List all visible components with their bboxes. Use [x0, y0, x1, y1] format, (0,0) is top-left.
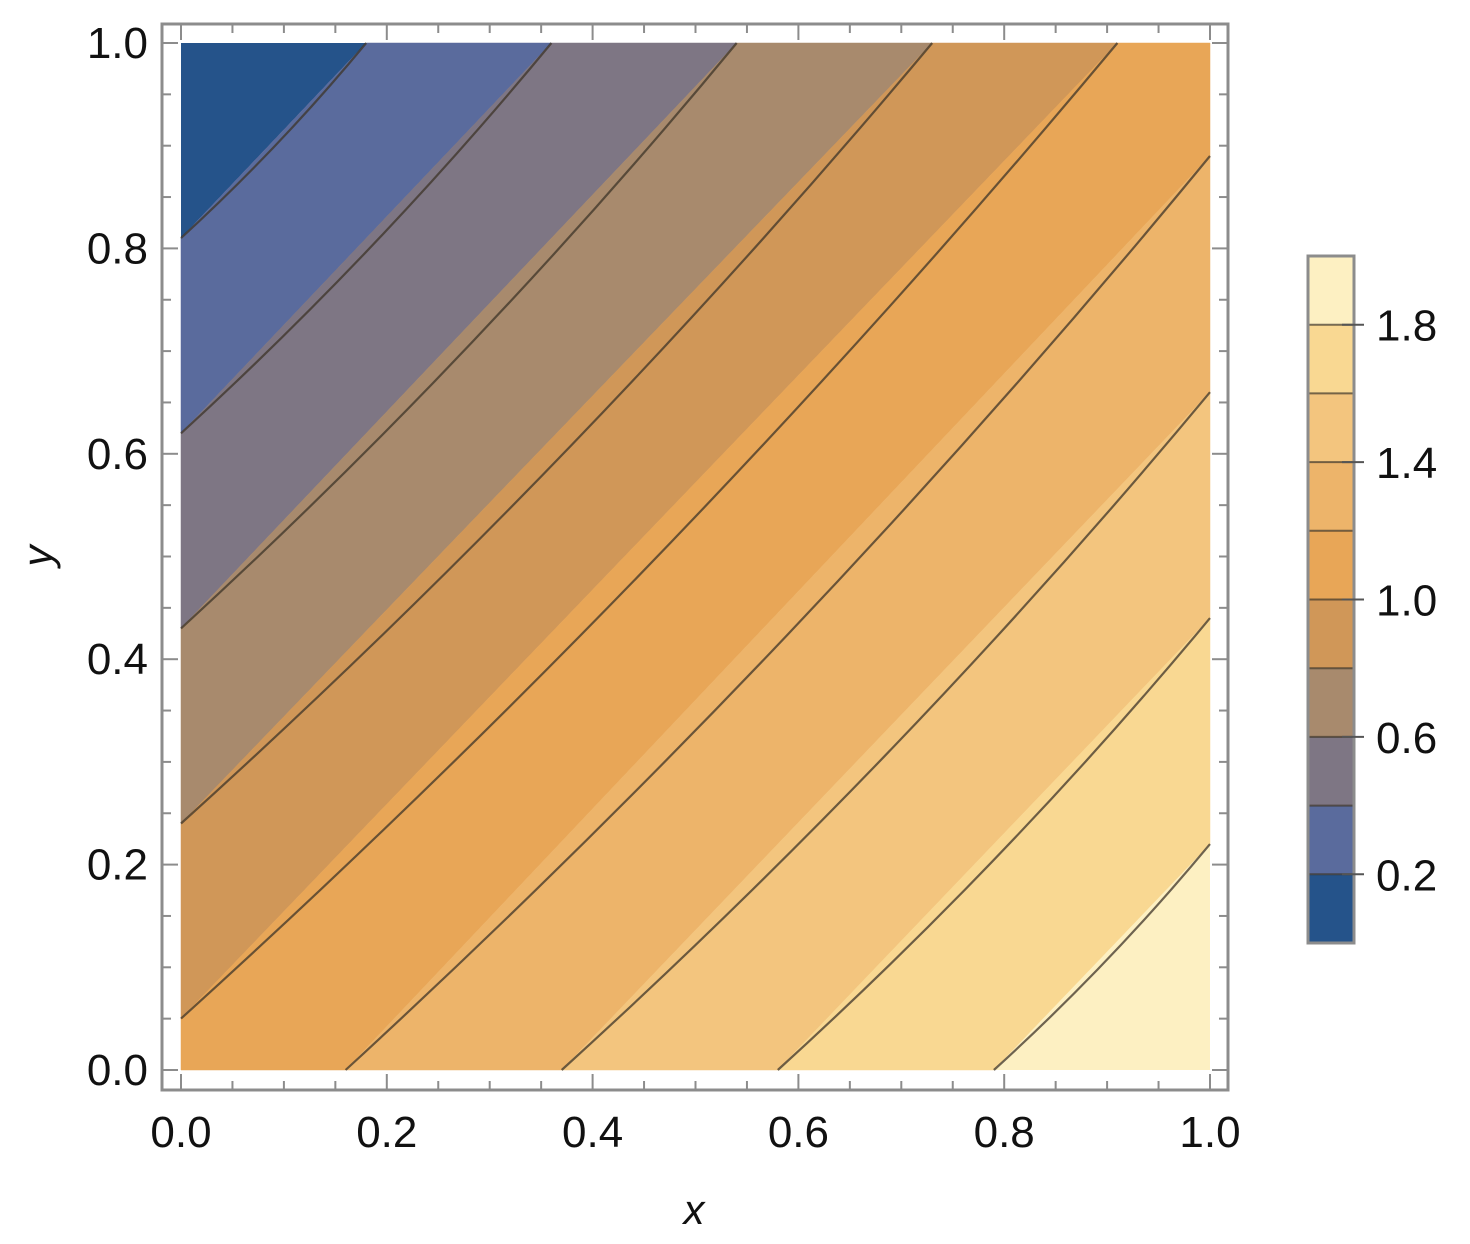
legend-swatch	[1308, 599, 1354, 669]
y-tick-label: 0.0	[87, 1046, 148, 1095]
contour-lines	[180, 42, 1211, 1071]
x-tick-label: 0.2	[356, 1108, 417, 1157]
contour-line	[180, 42, 553, 435]
legend-swatch	[1308, 324, 1354, 394]
contour-line	[777, 617, 1211, 1071]
contour-line	[180, 42, 368, 239]
legend-swatch	[1308, 874, 1354, 943]
y-tick-label: 0.6	[87, 430, 148, 479]
contour-line	[180, 42, 934, 825]
contour-line	[560, 391, 1211, 1071]
legend-swatch	[1308, 736, 1354, 806]
x-tick-label: 0.4	[562, 1108, 623, 1157]
x-tick-label: 0.8	[974, 1108, 1035, 1157]
legend-swatch	[1308, 462, 1354, 531]
legend-tick-label: 0.2	[1376, 851, 1437, 900]
color-legend: 0.2 0.6 1.0 1.4 1.8	[1306, 254, 1437, 945]
x-tick-label: 0.6	[768, 1108, 829, 1157]
contour-line	[180, 42, 1119, 1020]
legend-swatch	[1308, 530, 1354, 600]
legend-tick-label: 1.0	[1376, 577, 1437, 626]
contour-line	[344, 155, 1211, 1071]
legend-swatch	[1308, 805, 1354, 875]
x-tick-labels: 0.0 0.2 0.4 0.6 0.8 1.0	[150, 1108, 1240, 1157]
legend-tick-label: 1.4	[1376, 439, 1437, 488]
legend-tick-label: 1.8	[1376, 302, 1437, 351]
x-axis-title: x	[682, 1186, 707, 1233]
contour-band	[993, 844, 1210, 1070]
y-axis-title: y	[14, 543, 61, 570]
contour-line	[993, 843, 1211, 1071]
y-tick-labels: 0.0 0.2 0.4 0.6 0.8 1.0	[87, 19, 148, 1095]
legend-swatch	[1308, 256, 1354, 325]
y-tick-label: 0.4	[87, 635, 148, 684]
y-tick-label: 1.0	[87, 19, 148, 68]
y-tick-label: 0.2	[87, 841, 148, 890]
x-tick-label: 0.0	[150, 1108, 211, 1157]
axis-ticks	[162, 24, 1228, 1090]
legend-tick-label: 0.6	[1376, 714, 1437, 763]
contour-bands	[180, 42, 1211, 1071]
legend-swatch	[1308, 393, 1354, 463]
y-tick-label: 0.8	[87, 224, 148, 273]
contour-line	[180, 42, 738, 630]
x-tick-label: 1.0	[1179, 1108, 1240, 1157]
legend-swatch	[1308, 668, 1354, 737]
